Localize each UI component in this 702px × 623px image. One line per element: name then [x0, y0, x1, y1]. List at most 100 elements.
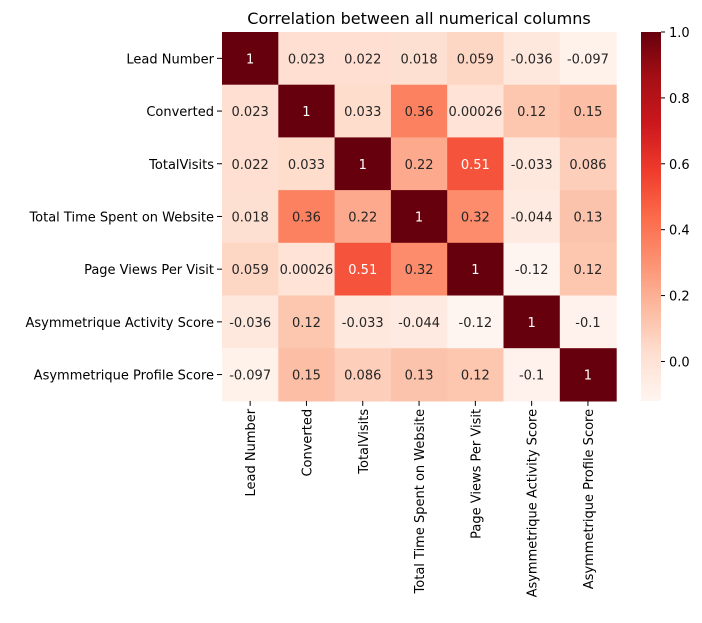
heatmap-cell — [390, 137, 448, 191]
heatmap-cell — [278, 348, 336, 402]
heatmap-cell-label: 1 — [528, 316, 536, 331]
y-tick-label: Lead Number — [126, 52, 214, 67]
heatmap-cell-label: -0.033 — [342, 316, 384, 331]
heatmap-cell-label: 0.32 — [405, 263, 434, 278]
heatmap-cell — [222, 295, 279, 349]
heatmap-cell-label: 0.023 — [232, 105, 269, 120]
heatmap-cell — [447, 32, 505, 86]
heatmap-cell — [503, 84, 561, 138]
heatmap-cell — [447, 295, 505, 349]
heatmap-cell — [390, 32, 448, 86]
heatmap-cell-label: 0.059 — [232, 263, 269, 278]
heatmap-cell-label: 0.022 — [232, 158, 269, 173]
colorbar-tick-label: 0.6 — [669, 158, 690, 173]
colorbar: 0.0 0.2 0.4 0.6 0.8 1.0 — [641, 26, 690, 401]
y-tick-label: Total Time Spent on Website — [28, 210, 214, 225]
heatmap-cell — [222, 242, 279, 297]
heatmap-cell-label: -0.044 — [511, 210, 553, 225]
heatmap-cell-label: 0.13 — [405, 369, 434, 384]
heatmap-cell-label: 0.15 — [292, 369, 321, 384]
heatmap-cell — [334, 190, 392, 244]
heatmap-cell-label: 0.018 — [400, 52, 437, 67]
heatmap-cell — [503, 348, 561, 402]
heatmap-cell-label: -0.1 — [519, 369, 544, 384]
heatmap-cell — [447, 84, 505, 138]
heatmap-cell — [559, 348, 617, 402]
x-tick-label: Page Views Per Visit — [469, 409, 484, 539]
heatmap-cell — [503, 295, 561, 349]
x-tick-label: Asymmetrique Profile Score — [582, 409, 597, 589]
heatmap-cell-label: 0.51 — [348, 263, 377, 278]
heatmap-cell-label: 1 — [584, 369, 592, 384]
heatmap-cell-label: 1 — [359, 158, 367, 173]
heatmap-cell-label: -0.12 — [515, 263, 549, 278]
heatmap-cell-label: 0.51 — [461, 158, 490, 173]
colorbar-gradient — [641, 32, 661, 401]
heatmap-cell — [559, 295, 617, 349]
heatmap-cell-label: -0.036 — [229, 316, 271, 331]
heatmap-cell-label: 0.033 — [344, 105, 381, 120]
heatmap-cell-label: 0.15 — [573, 105, 602, 120]
heatmap-cell — [334, 295, 392, 349]
x-tick-label: Converted — [300, 409, 315, 477]
heatmap-cell — [222, 190, 279, 244]
heatmap-cell-label: 0.086 — [569, 158, 606, 173]
heatmap-cells: 1 0.023 0.022 0.018 0.059 -0.036 -0.097 0.023 1 0… — [222, 32, 617, 402]
heatmap-cell-label: 0.086 — [344, 369, 381, 384]
heatmap-cell-label: 0.12 — [292, 316, 321, 331]
heatmap-cell-label: 0.033 — [288, 158, 325, 173]
heatmap-cell — [447, 190, 505, 244]
heatmap-cell-label: 0.12 — [573, 263, 602, 278]
heatmap-cell-label: -0.1 — [575, 316, 600, 331]
heatmap-cell — [278, 84, 336, 138]
y-tick-label: TotalVisits — [148, 158, 214, 173]
x-tick-labels: Lead Number Converted TotalVisits Total Tim… — [244, 400, 597, 598]
heatmap-cell-label: -0.033 — [511, 158, 553, 173]
heatmap-cell-label: 0.12 — [517, 105, 546, 120]
heatmap-cell — [334, 242, 392, 297]
heatmap-cell — [559, 84, 617, 138]
heatmap-cell — [559, 137, 617, 191]
heatmap-cell — [390, 242, 448, 297]
x-tick-label: Lead Number — [244, 408, 259, 496]
y-tick-label: Converted — [146, 105, 214, 120]
heatmap-cell-label: 0.00026 — [448, 105, 502, 120]
chart-title: Correlation between all numerical column… — [247, 9, 590, 28]
heatmap-cell — [559, 242, 617, 297]
heatmap-cell — [390, 190, 448, 244]
heatmap-cell — [278, 242, 336, 297]
heatmap-cell — [222, 84, 279, 138]
y-tick-label: Asymmetrique Profile Score — [34, 369, 214, 384]
heatmap-cell — [503, 190, 561, 244]
heatmap-cell-label: -0.097 — [229, 369, 271, 384]
colorbar-tick-label: 1.0 — [669, 26, 690, 41]
heatmap-cell — [447, 242, 505, 297]
colorbar-tick-label: 0.2 — [669, 290, 690, 305]
heatmap-cell-label: -0.044 — [398, 316, 440, 331]
heatmap-cell — [222, 348, 279, 402]
heatmap-cell — [559, 32, 617, 86]
colorbar-tick-label: 0.4 — [669, 224, 690, 239]
heatmap-cell-label: 0.36 — [405, 105, 434, 120]
x-tick-label: Asymmetrique Activity Score — [526, 409, 541, 598]
heatmap-cell-label: 1 — [246, 52, 254, 67]
heatmap-cell — [559, 190, 617, 244]
heatmap-cell-label: 0.12 — [461, 369, 490, 384]
heatmap-cell — [503, 242, 561, 297]
heatmap-cell — [390, 348, 448, 402]
heatmap-cell-label: 0.022 — [344, 52, 381, 67]
heatmap-cell — [334, 32, 392, 86]
heatmap-cell — [334, 137, 392, 191]
heatmap-cell — [334, 84, 392, 138]
heatmap-cell-label: 1 — [471, 263, 479, 278]
heatmap-cell-label: 1 — [415, 210, 423, 225]
heatmap-cell-label: 0.00026 — [280, 263, 334, 278]
heatmap-cell — [222, 137, 279, 191]
heatmap-cell-label: 0.059 — [457, 52, 494, 67]
heatmap-cell-label: -0.097 — [567, 52, 609, 67]
heatmap-cell-label: 0.018 — [232, 210, 269, 225]
heatmap-cell — [503, 32, 561, 86]
heatmap-cell — [390, 295, 448, 349]
heatmap-cell-label: -0.12 — [459, 316, 493, 331]
